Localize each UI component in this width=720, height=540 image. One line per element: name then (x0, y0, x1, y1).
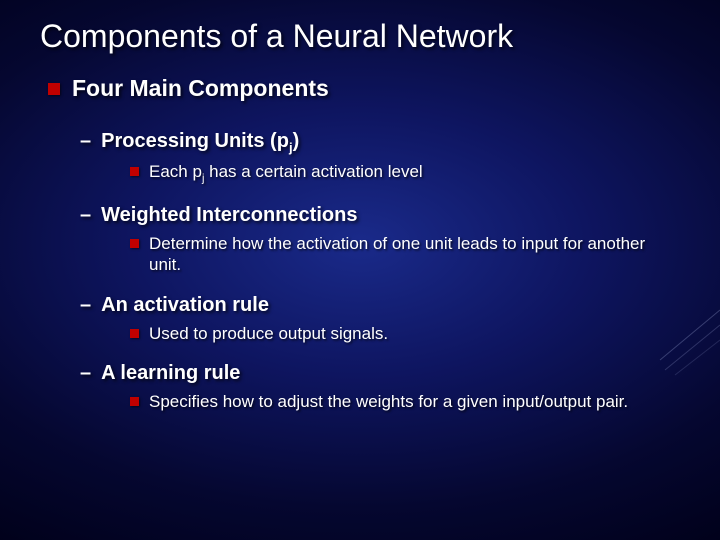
bullet-square-icon (130, 329, 139, 338)
item-label: Processing Units (pj) (101, 130, 299, 155)
heading-row: Four Main Components (48, 75, 690, 102)
detail-row: Specifies how to adjust the weights for … (130, 391, 690, 412)
item-detail: Each pj has a certain activation level (149, 161, 423, 186)
item-detail: Used to produce output signals. (149, 323, 388, 344)
item-detail: Determine how the activation of one unit… (149, 233, 650, 276)
list-item: – An activation rule (80, 294, 690, 317)
dash-icon: – (80, 294, 91, 317)
bullet-square-icon (130, 397, 139, 406)
bullet-square-icon (48, 83, 60, 95)
bullet-square-icon (130, 167, 139, 176)
detail-row: Each pj has a certain activation level (130, 161, 690, 186)
bullet-square-icon (130, 239, 139, 248)
item-label: An activation rule (101, 294, 269, 317)
heading-text: Four Main Components (72, 75, 329, 102)
item-detail: Specifies how to adjust the weights for … (149, 391, 628, 412)
list-item: – Weighted Interconnections (80, 204, 690, 227)
list-item: – Processing Units (pj) (80, 130, 690, 155)
slide-title: Components of a Neural Network (40, 18, 690, 55)
dash-icon: – (80, 362, 91, 385)
item-label: Weighted Interconnections (101, 204, 357, 227)
detail-row: Determine how the activation of one unit… (130, 233, 690, 276)
item-label: A learning rule (101, 362, 240, 385)
dash-icon: – (80, 130, 91, 153)
list-item: – A learning rule (80, 362, 690, 385)
slide: Components of a Neural Network Four Main… (0, 0, 720, 540)
detail-row: Used to produce output signals. (130, 323, 690, 344)
dash-icon: – (80, 204, 91, 227)
